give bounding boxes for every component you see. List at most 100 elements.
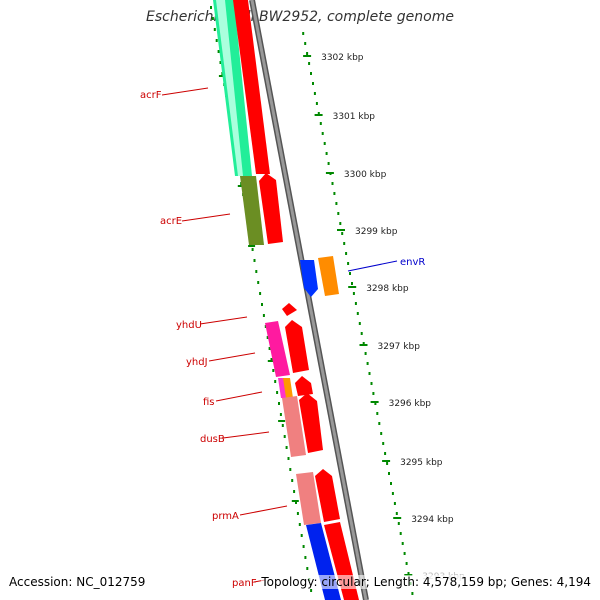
dusB-arrow[interactable] (299, 393, 323, 453)
inner-tick-dot (296, 512, 299, 515)
outer-tick-dot (345, 252, 348, 255)
gene-label-leader (215, 391, 263, 402)
outer-tick-dot (335, 202, 338, 205)
yhdU-arrow[interactable] (282, 303, 297, 316)
outer-tick-dot (372, 392, 375, 395)
outer-tick-ring (302, 32, 414, 595)
outer-tick-dot (384, 452, 387, 455)
yhdJ-arrow[interactable] (285, 320, 309, 373)
inner-tick-dot (266, 336, 269, 339)
outer-tick-dot (378, 422, 381, 425)
outer-tick-dot (364, 352, 367, 355)
gene-label-panF[interactable]: panF (232, 578, 257, 589)
gene-features[interactable] (213, 0, 359, 600)
gene-label-leader (181, 213, 231, 222)
gene-label-yhdU[interactable]: yhdU (176, 320, 202, 331)
inner-tick-dot (298, 523, 301, 526)
outer-tick-dot (333, 192, 336, 195)
outer-tick-dot (304, 42, 307, 45)
inner-tick-dot (304, 556, 307, 559)
inner-tick-dot (291, 479, 294, 482)
gene-label-prmA[interactable]: prmA (212, 511, 239, 522)
outer-tick-dot (302, 32, 305, 35)
outer-tick-dot (308, 62, 311, 65)
gene-label-dusB[interactable]: dusB (200, 434, 225, 445)
outer-tick-dot (382, 442, 385, 445)
gene-label-acrF[interactable]: acrF (140, 90, 162, 101)
outer-tick-dot (343, 242, 346, 245)
outer-tick-dot (313, 92, 316, 95)
inner-tick-dot (300, 534, 303, 537)
acrE-feature-block[interactable] (240, 176, 264, 245)
outer-tick-dot (354, 302, 357, 305)
yhdU-feature-block[interactable] (265, 321, 290, 377)
acrF-feature-highlight[interactable] (216, 0, 243, 176)
inner-major-tick (248, 245, 256, 247)
inner-tick-dot (283, 435, 286, 438)
accession-text: Accession: NC_012759 (9, 575, 146, 589)
outer-tick-dot (323, 142, 326, 145)
inner-tick-dot (253, 259, 256, 262)
gene-label-leader (208, 352, 256, 362)
tick-label: 3298 kbp (366, 284, 409, 294)
outer-tick-dot (401, 542, 404, 545)
inner-tick-dot (274, 380, 277, 383)
gene-labels[interactable]: acrF acrE envR yhdU yhdJ fis dusB prmA panF (140, 87, 425, 589)
outer-major-tick (382, 460, 391, 462)
envR-feature[interactable] (300, 260, 318, 297)
outer-tick-dot (306, 52, 309, 55)
inner-tick-dot (289, 468, 292, 471)
fis-arrow[interactable] (295, 376, 313, 396)
inner-tick-dot (272, 369, 275, 372)
inner-major-tick (237, 185, 245, 187)
fis-orange-block[interactable] (283, 378, 293, 398)
outer-tick-dot (349, 272, 351, 275)
gene-label-leader (199, 316, 248, 325)
inner-tick-dot (278, 402, 280, 405)
prmA-arrow[interactable] (315, 469, 340, 522)
inner-major-tick (267, 360, 275, 362)
inner-tick-dot (268, 347, 271, 350)
gene-label-leader (239, 505, 288, 516)
outer-tick-dot (403, 552, 406, 555)
gene-label-fis[interactable]: fis (203, 397, 215, 408)
outer-tick-dot (374, 402, 377, 405)
outer-tick-dot (362, 342, 365, 345)
outer-tick-dot (391, 492, 394, 495)
tick-label: 3300 kbp (344, 170, 387, 180)
gene-label-leader (222, 431, 270, 439)
inner-tick-dot (285, 446, 288, 449)
inner-tick-dot (293, 490, 296, 493)
inner-tick-dot (257, 281, 260, 284)
tick-label: 3295 kbp (400, 458, 443, 468)
inner-tick-dot (211, 17, 214, 20)
inner-major-tick (218, 75, 226, 77)
gene-label-envR[interactable]: envR (400, 257, 425, 268)
outer-tick-dot (321, 132, 324, 135)
genome-summary-text: Topology: circular; Length: 4,578,159 bp… (261, 575, 591, 589)
outer-tick-dot (312, 82, 314, 85)
inner-major-tick (278, 420, 286, 422)
inner-tick-dot (281, 424, 284, 427)
acrE-arrow[interactable] (259, 173, 283, 244)
outer-major-tick (314, 114, 323, 116)
gene-label-acrE[interactable]: acrE (160, 216, 182, 227)
inner-tick-dot (255, 270, 258, 273)
outer-tick-dot (397, 522, 400, 525)
outer-tick-dot (331, 182, 334, 185)
outer-major-tick (348, 286, 357, 288)
acrF-arrow[interactable] (233, 0, 270, 174)
envR-orange-feature[interactable] (318, 256, 339, 296)
inner-tick-dot (261, 303, 263, 306)
prmA-feature-block[interactable] (296, 472, 321, 525)
inner-tick-dot (276, 391, 279, 394)
inner-tick-dot (262, 314, 265, 317)
inner-major-tick (291, 500, 299, 502)
inner-tick-dot (217, 50, 220, 53)
outer-tick-dot (319, 122, 322, 125)
tick-label: 3301 kbp (333, 112, 376, 122)
gene-label-yhdJ[interactable]: yhdJ (186, 357, 208, 368)
inner-tick-dot (259, 292, 262, 295)
dusB-feature-block[interactable] (282, 396, 306, 457)
